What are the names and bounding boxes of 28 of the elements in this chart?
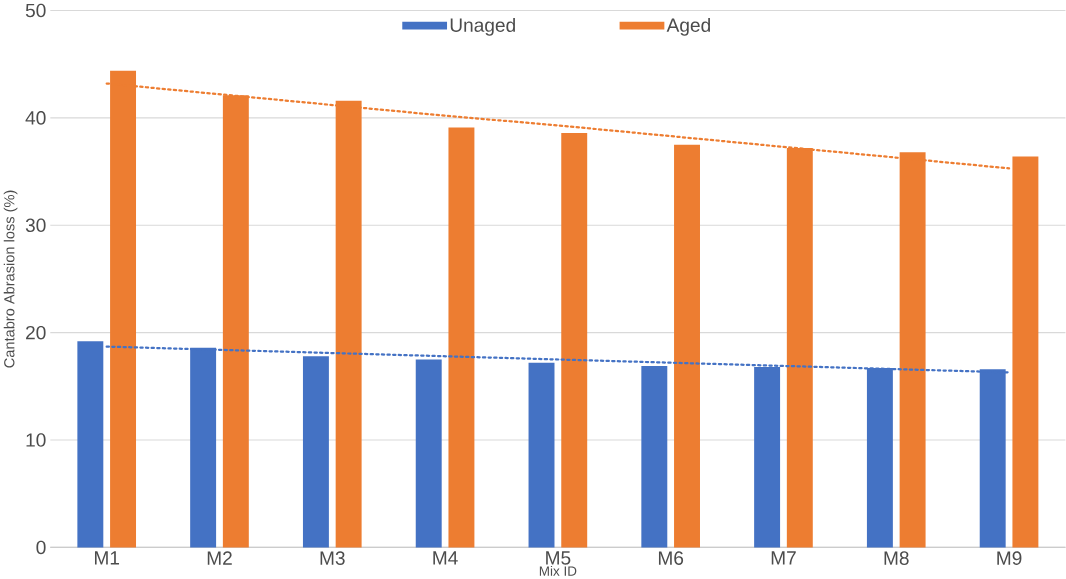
y-tick-label: 30	[25, 218, 46, 232]
y-tick-label: 0	[36, 540, 46, 554]
x-tick-label: M4	[433, 551, 458, 565]
y-axis-title: Cantabro Abrasion loss (%)	[3, 190, 18, 368]
bar	[674, 144, 700, 548]
legend-label: Unaged	[450, 17, 515, 36]
bar	[302, 356, 329, 548]
bar	[1012, 156, 1039, 548]
x-tick-label: M8	[884, 551, 909, 565]
x-tick-label: M9	[997, 551, 1022, 565]
x-tick-label: M5	[546, 551, 571, 565]
y-tick-label: 20	[26, 325, 46, 340]
bar	[641, 365, 668, 548]
y-tick-label: 10	[26, 433, 46, 447]
bar	[528, 362, 555, 548]
bar	[77, 341, 104, 548]
bar	[415, 359, 442, 548]
x-tick-label: M2	[207, 551, 232, 565]
x-tick-label: M1	[94, 551, 120, 565]
legend-label: Aged	[666, 17, 710, 36]
x-tick-label: M7	[771, 551, 796, 565]
y-tick-label: 40	[25, 110, 46, 125]
x-tick-label: M3	[320, 551, 345, 565]
x-axis-title: Mix ID	[539, 565, 577, 576]
bar	[561, 132, 588, 548]
y-tick-label: 50	[25, 3, 46, 18]
x-tick-label: M6	[658, 551, 684, 565]
bar	[448, 127, 475, 548]
